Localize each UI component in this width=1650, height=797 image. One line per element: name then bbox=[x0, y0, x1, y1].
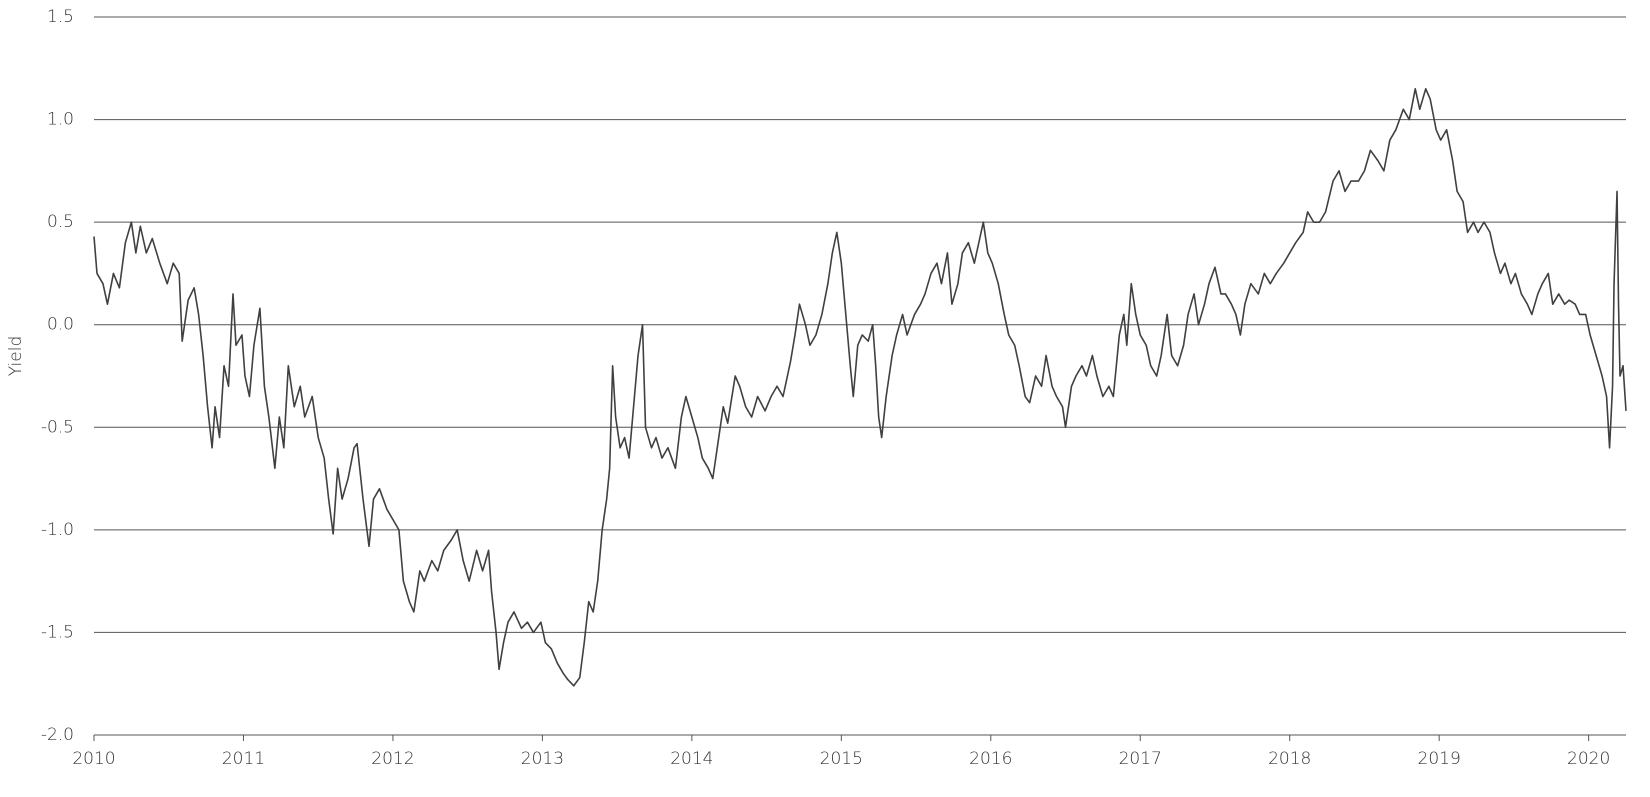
y-tick-label: 1.5 bbox=[47, 7, 74, 27]
line-series bbox=[93, 88, 1627, 687]
y-tick-label: 1.0 bbox=[47, 110, 74, 130]
x-tick-label: 2010 bbox=[72, 749, 115, 769]
x-tick-label: 2019 bbox=[1418, 749, 1461, 769]
x-tick-label: 2012 bbox=[371, 749, 414, 769]
x-tick-label: 2015 bbox=[820, 749, 863, 769]
y-tick-label: -1.0 bbox=[41, 520, 74, 540]
y-tick-label: -0.5 bbox=[41, 417, 74, 437]
x-tick-label: 2016 bbox=[969, 749, 1012, 769]
x-tick-label: 2017 bbox=[1119, 749, 1162, 769]
y-tick-label: 0.5 bbox=[47, 212, 74, 232]
y-axis-label: Yield bbox=[6, 336, 26, 376]
x-tick-label: 2013 bbox=[521, 749, 564, 769]
y-tick-label: 0.0 bbox=[47, 315, 74, 335]
x-tick-label: 2011 bbox=[222, 749, 265, 769]
x-tick-label: 2014 bbox=[670, 749, 713, 769]
x-tick-label: 2020 bbox=[1567, 749, 1610, 769]
x-tick-label: 2018 bbox=[1268, 749, 1311, 769]
y-tick-label: -1.5 bbox=[41, 622, 74, 642]
y-tick-label: -2.0 bbox=[41, 725, 74, 745]
